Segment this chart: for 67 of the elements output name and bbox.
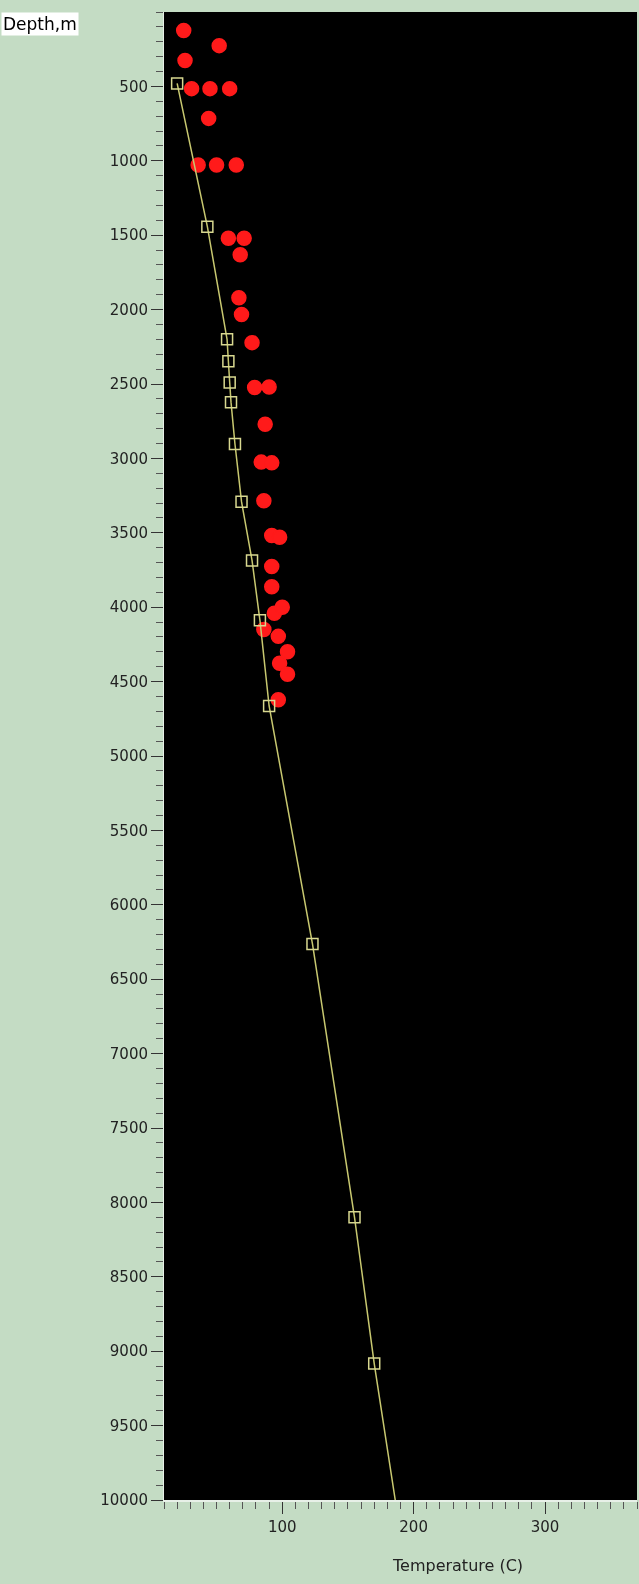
point (261, 379, 277, 395)
point (367, 1357, 381, 1370)
point (233, 306, 250, 323)
point (183, 80, 200, 97)
y-tick-label: 2500 (109, 375, 148, 394)
y-tick-label: 5500 (109, 821, 148, 840)
point (202, 80, 218, 97)
point (201, 220, 214, 233)
point (175, 22, 192, 39)
point (256, 492, 272, 509)
point (348, 1211, 361, 1224)
point (236, 230, 252, 246)
point (223, 376, 236, 389)
x-axis-title: Temperature (C) (392, 1556, 524, 1575)
point (208, 157, 225, 173)
point (270, 628, 287, 645)
point (264, 558, 280, 575)
point (228, 157, 245, 173)
y-axis-title: Depth,m (3, 14, 77, 34)
y-tick-label: 8000 (109, 1193, 148, 1212)
point (228, 437, 242, 451)
y-tick-label: 3500 (109, 524, 148, 543)
point (224, 395, 238, 409)
point (306, 937, 319, 951)
point (232, 246, 248, 263)
point (253, 613, 267, 627)
point (262, 699, 276, 713)
point (177, 52, 193, 69)
y-tick-label: 4000 (109, 598, 148, 617)
point (245, 554, 259, 567)
point (211, 37, 227, 54)
point (270, 692, 287, 708)
point (170, 77, 184, 90)
y-tick-label: 7000 (109, 1044, 148, 1063)
point (264, 455, 280, 471)
y-tick-label: 500 (119, 77, 148, 96)
point (220, 333, 234, 346)
y-tick-label: 1500 (109, 226, 148, 245)
y-tick-label: 1000 (109, 152, 148, 171)
y-tick-label: 3000 (109, 449, 148, 468)
x-tick-label: 100 (267, 1518, 297, 1536)
point (221, 80, 238, 97)
point (279, 644, 296, 660)
point (222, 354, 235, 368)
point (279, 666, 296, 682)
point (244, 334, 260, 351)
point (200, 110, 217, 127)
point (246, 379, 263, 396)
y-tick-label: 9500 (109, 1416, 148, 1435)
point (271, 655, 288, 671)
point (264, 578, 280, 595)
y-tick-label: 2000 (109, 300, 148, 319)
point (235, 495, 248, 508)
y-tick-label: 6000 (109, 896, 148, 915)
y-tick-label: 4500 (109, 672, 148, 691)
y-tick-label: 10000 (100, 1491, 148, 1510)
y-tick-label: 5000 (109, 747, 148, 766)
y-tick-label: 7500 (109, 1119, 148, 1138)
y-tick-label: 9000 (109, 1342, 148, 1361)
x-tick-label: 300 (530, 1518, 560, 1536)
point (231, 289, 247, 306)
point (274, 599, 290, 615)
y-tick-label: 8500 (109, 1268, 148, 1287)
y-tick-label: 6500 (109, 970, 148, 989)
point (257, 416, 273, 432)
x-tick-label: 200 (399, 1518, 428, 1536)
point (220, 230, 237, 246)
